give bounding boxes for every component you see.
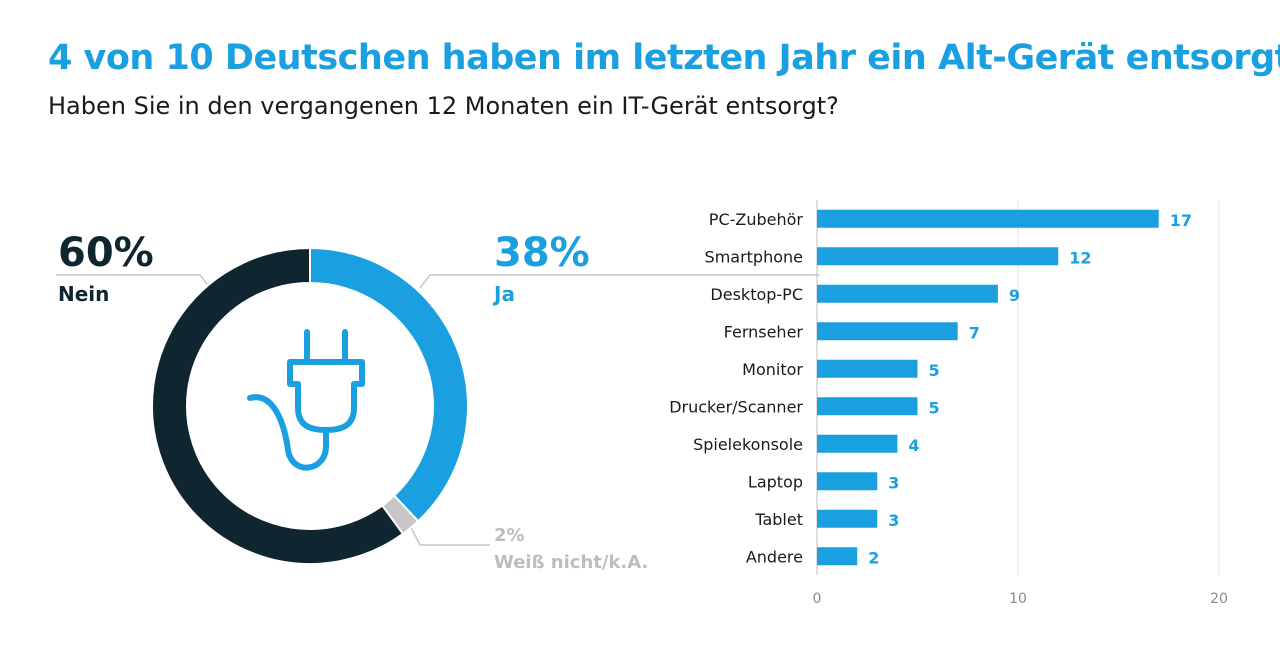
value-label-tablet: 3 [888,511,899,530]
category-label-monitor: Monitor [742,360,803,379]
bar-spielekonsole [817,434,898,453]
category-label-tablet: Tablet [754,510,803,529]
donut-slice-nein [151,246,405,565]
bar-desktop-pc [817,284,998,303]
value-label-laptop: 3 [888,473,899,492]
bar-pc-zubehoer [817,209,1159,228]
donut-slice-ja [309,246,469,523]
category-label-fernseher: Fernseher [724,322,804,341]
category-label-spielekonsole: Spielekonsole [693,435,803,454]
value-label-monitor: 5 [929,361,940,380]
category-label-pc-zubehoer: PC-Zubehör [709,210,804,229]
bar-drucker-scanner [817,397,918,416]
category-label-desktop-pc: Desktop-PC [710,285,803,304]
leader-line-ja [419,274,820,289]
slice-percent-ja: 38% [494,230,590,276]
slice-label-ja: Ja [492,282,515,306]
bar-andere [817,547,858,566]
bar-fernseher [817,322,958,341]
slice-percent-nein: 60% [58,230,154,276]
x-tick-label: 10 [1009,591,1027,607]
value-label-drucker-scanner: 5 [929,398,940,417]
category-label-andere: Andere [746,547,803,566]
chart-title: 4 von 10 Deutschen haben im letzten Jahr… [48,38,1280,78]
value-label-spielekonsole: 4 [908,436,919,455]
x-tick-label: 0 [813,591,822,607]
bar-tablet [817,509,878,528]
slice-label-weiss-nicht: Weiß nicht/k.A. [494,552,648,573]
bar-smartphone [817,247,1059,266]
power-plug-icon [247,329,365,471]
value-label-andere: 2 [868,548,879,567]
bar-laptop [817,472,878,491]
leader-line-wn [407,521,490,546]
chart-subtitle: Haben Sie in den vergangenen 12 Monaten … [48,92,839,120]
bar-monitor [817,359,918,378]
value-label-fernseher: 7 [969,323,980,342]
value-label-smartphone: 12 [1069,248,1091,267]
category-label-drucker-scanner: Drucker/Scanner [669,397,803,416]
value-label-pc-zubehoer: 17 [1170,211,1192,230]
category-label-smartphone: Smartphone [705,247,803,266]
slice-label-nein: Nein [58,282,109,306]
category-label-laptop: Laptop [748,472,803,491]
slice-percent-weiss-nicht: 2% [494,525,525,546]
x-tick-label: 20 [1210,591,1228,607]
value-label-desktop-pc: 9 [1009,286,1020,305]
